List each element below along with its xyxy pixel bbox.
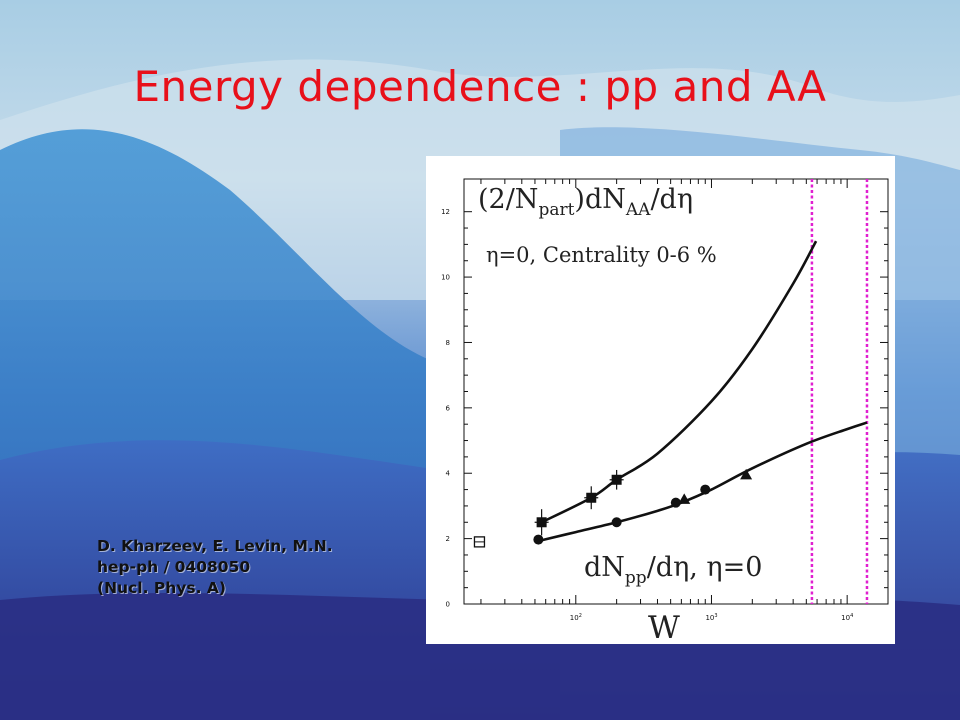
x-axis-label: W (648, 610, 680, 644)
x-tick-label: 104 (841, 613, 853, 622)
y-tick-label: 4 (446, 470, 451, 478)
aa-condition-label: η=0, Centrality 0-6 % (486, 243, 717, 267)
fit-curve-AA-fit (541, 240, 818, 524)
fit-curve-pp-fit (541, 421, 868, 542)
y-tick-label: 6 (446, 404, 451, 412)
citation-arxiv: hep-ph / 0408050 (97, 558, 251, 576)
citation-journal: (Nucl. Phys. A) (97, 579, 226, 597)
y-tick-label: 12 (441, 208, 450, 216)
slide-title: Energy dependence : pp and AA (133, 62, 827, 111)
x-tick-label: 102 (570, 613, 582, 622)
plot-panel: 0 2 4 6 8 10 12 102 103 104 (2/Npart)dNAA/dη η=0,… (426, 156, 895, 644)
circle-marker (611, 517, 622, 528)
triangle-marker (740, 468, 753, 480)
circle-marker (533, 534, 544, 545)
citation-block: D. Kharzeev, E. Levin, M.N. hep-ph / 040… (97, 536, 333, 599)
triangle-marker (678, 493, 691, 504)
x-tick-exponent: 2 (579, 613, 582, 619)
aa-formula-label: (2/Npart)dNAA/dη (478, 184, 693, 220)
circle-marker (670, 497, 681, 508)
x-tick-label: 103 (705, 613, 717, 622)
x-tick-exponent: 3 (714, 613, 717, 619)
square-marker (536, 517, 547, 528)
square-marker (611, 474, 622, 485)
x-tick-exponent: 4 (850, 613, 853, 619)
pp-formula-label: dNpp/dη, η=0 (584, 552, 762, 588)
chart-svg: 0 2 4 6 8 10 12 102 103 104 (2/Npart)dNAA/dη η=0,… (441, 178, 889, 644)
y-tick-label: 8 (446, 339, 450, 347)
y-tick-label: 10 (441, 274, 450, 282)
y-tick-label: 2 (446, 535, 450, 543)
y-tick-label: 0 (446, 601, 450, 609)
square-marker (586, 492, 597, 503)
circle-marker (700, 484, 711, 495)
citation-authors: D. Kharzeev, E. Levin, M.N. (97, 537, 333, 555)
